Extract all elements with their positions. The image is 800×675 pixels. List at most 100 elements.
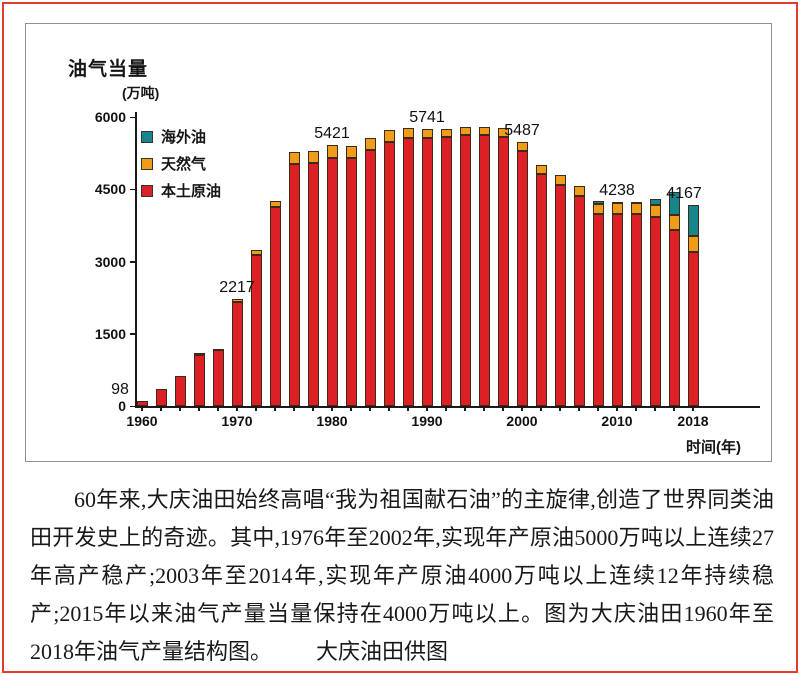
bar-segment-本土原油-1976 [288, 163, 300, 406]
x-tick [483, 407, 485, 411]
x-tick [635, 407, 637, 411]
x-axis-title: 时间(年) [686, 439, 741, 456]
legend-label-domestic-crude: 本土原油 [161, 183, 222, 200]
bar-segment-海外油-2012 [630, 201, 642, 204]
bar-segment-本土原油-1996 [478, 135, 490, 406]
x-tick [426, 407, 428, 411]
bar-segment-本土原油-1980 [326, 157, 338, 406]
bar-segment-天然气-1998 [497, 128, 509, 137]
bar-segment-海外油-2010 [611, 201, 623, 204]
legend-item-natural-gas: 天然气 [141, 150, 221, 177]
legend-swatch-red-icon [141, 184, 153, 197]
y-tick [130, 405, 136, 407]
bar-value-label-2018: 4167 [666, 185, 702, 203]
x-tick [217, 407, 219, 411]
bar-value-label-1980: 5421 [314, 124, 350, 142]
bar-segment-海外油-2008 [592, 201, 604, 205]
bar-segment-天然气-2002 [535, 165, 547, 175]
x-tick [255, 407, 257, 411]
caption-text: 60年来,大庆油田始终高唱“我为祖国献石油”的主旋律,创造了世界同类油田开发史上… [30, 487, 774, 664]
bar-segment-本土原油-1972 [250, 255, 262, 406]
x-tick-label-1970: 1970 [221, 413, 253, 429]
bar-segment-天然气-1992 [440, 128, 452, 138]
x-tick-label-1980: 1980 [316, 413, 348, 429]
legend-label-overseas-oil: 海外油 [161, 129, 207, 146]
bar-segment-本土原油-1986 [383, 141, 395, 406]
x-tick-label-2000: 2000 [506, 413, 538, 429]
x-tick [388, 407, 390, 411]
bar-segment-天然气-2000 [516, 141, 528, 151]
bar-segment-本土原油-2016 [668, 229, 680, 406]
x-tick [350, 407, 352, 411]
x-tick [274, 407, 276, 411]
bar-segment-本土原油-2012 [630, 214, 642, 406]
bar-segment-本土原油-1968 [212, 350, 224, 406]
bar-segment-天然气-1974 [269, 200, 281, 207]
bar-segment-天然气-1986 [383, 130, 395, 142]
x-tick [521, 407, 523, 411]
bar-segment-天然气-1976 [288, 152, 300, 164]
x-tick [312, 407, 314, 411]
bar-segment-本土原油-1982 [345, 157, 357, 406]
legend-item-overseas-oil: 海外油 [141, 123, 221, 150]
bar-segment-本土原油-2008 [592, 213, 604, 406]
x-tick [464, 407, 466, 411]
x-tick-label-1990: 1990 [411, 413, 443, 429]
x-tick [293, 407, 295, 411]
bar-segment-本土原油-1978 [307, 162, 319, 406]
bar-segment-本土原油-1990 [421, 138, 433, 406]
chart-unit-label: (万吨) [122, 85, 160, 101]
bar-segment-本土原油-1994 [459, 135, 471, 406]
bar-segment-天然气-2010 [611, 203, 623, 214]
chart-title: 油气当量 [68, 59, 149, 80]
bar-segment-天然气-2006 [573, 186, 585, 197]
bar-segment-本土原油-2002 [535, 174, 547, 406]
bar-segment-天然气-1994 [459, 126, 471, 136]
bar-segment-天然气-1990 [421, 129, 433, 139]
legend-swatch-orange-icon [141, 157, 153, 170]
x-tick [331, 407, 333, 411]
bar-segment-天然气-2018 [687, 235, 699, 252]
y-tick-label: 6000 [94, 109, 126, 125]
x-tick [236, 407, 238, 411]
bar-segment-本土原油-2004 [554, 184, 566, 406]
x-tick [654, 407, 656, 411]
bar-segment-本土原油-1992 [440, 137, 452, 406]
bar-segment-本土原油-1970 [231, 301, 243, 406]
bar-segment-天然气-2012 [630, 202, 642, 215]
caption-paragraph: 60年来,大庆油田始终高唱“我为祖国献石油”的主旋律,创造了世界同类油田开发史上… [30, 481, 774, 671]
x-tick [692, 407, 694, 411]
y-axis-line [135, 112, 137, 407]
x-tick [540, 407, 542, 411]
y-tick-label: 1500 [94, 325, 126, 342]
legend-item-domestic-crude: 本土原油 [141, 177, 221, 204]
bar-segment-本土原油-1962 [155, 388, 167, 406]
y-tick-label: 3000 [94, 253, 126, 270]
x-tick [559, 407, 561, 411]
x-tick [502, 407, 504, 411]
bar-value-label-1960: 98 [111, 381, 129, 399]
bar-segment-天然气-2016 [668, 215, 680, 230]
x-tick-label-1960: 1960 [126, 413, 158, 429]
bar-segment-本土原油-1974 [269, 206, 281, 406]
bar-segment-天然气-1988 [402, 127, 414, 138]
bar-segment-天然气-1966 [193, 353, 205, 356]
plot-area: 0 1500 3000 4500 6000 1960 1970 1980 1990 2000 20… [26, 24, 771, 461]
bar-segment-本土原油-1984 [364, 149, 376, 406]
photo-credit: 大庆油田供图 [316, 639, 449, 664]
bar-segment-本土原油-2014 [649, 216, 661, 406]
bar-segment-天然气-1968 [212, 348, 224, 351]
x-tick [673, 407, 675, 411]
bar-segment-本土原油-1988 [402, 137, 414, 406]
y-tick [130, 261, 136, 263]
y-tick [130, 333, 136, 335]
x-tick [141, 407, 143, 411]
bar-segment-天然气-1970 [231, 299, 243, 302]
bar-value-label-2010: 4238 [599, 181, 635, 199]
bar-segment-海外油-2014 [649, 199, 661, 205]
x-tick [179, 407, 181, 411]
x-tick [445, 407, 447, 411]
x-tick [407, 407, 409, 411]
x-tick [616, 407, 618, 411]
